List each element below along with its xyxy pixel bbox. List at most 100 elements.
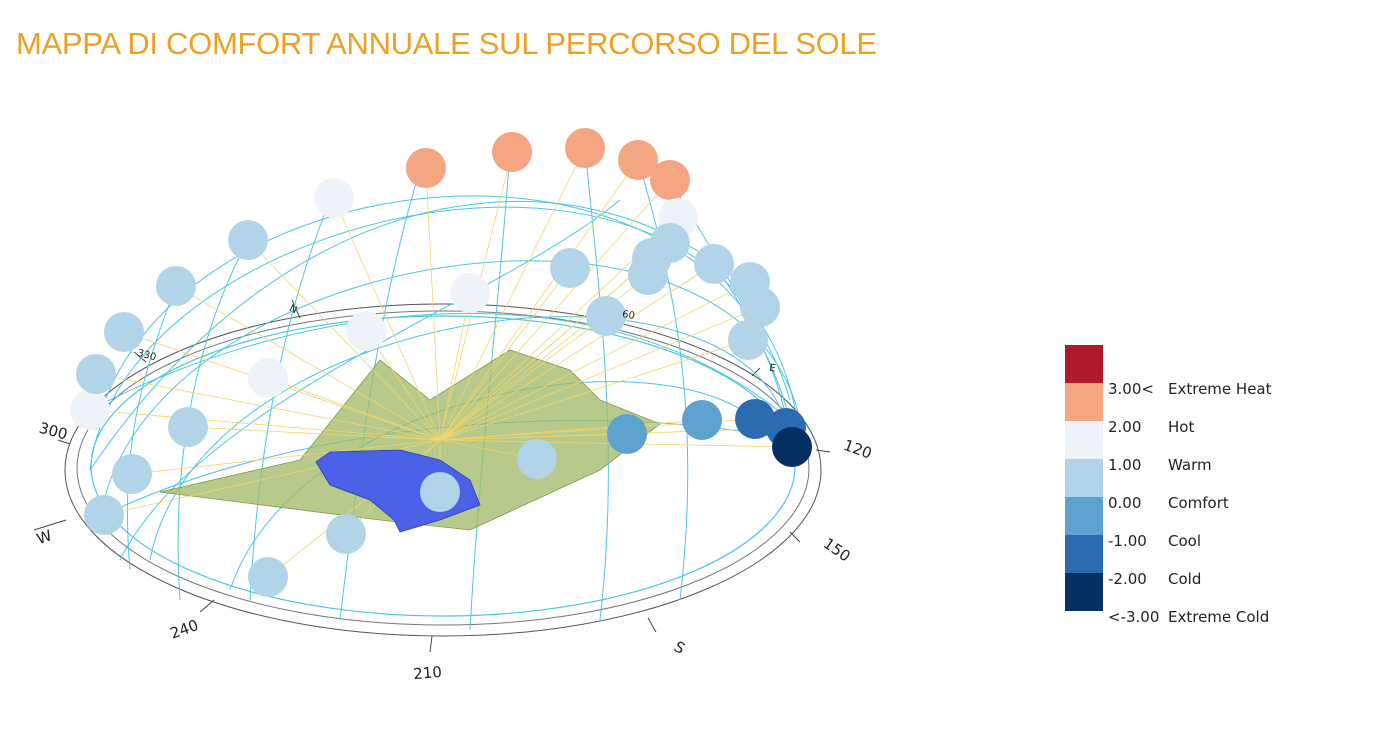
sun-ray bbox=[439, 267, 571, 441]
compass-tick bbox=[429, 635, 433, 653]
sun-sphere bbox=[156, 266, 196, 306]
sun-sphere bbox=[586, 296, 626, 336]
legend-tick: <-3.00 bbox=[1108, 608, 1159, 626]
sun-ray bbox=[187, 426, 441, 441]
sun-sphere bbox=[740, 287, 780, 327]
sun-ray bbox=[439, 419, 703, 441]
legend-swatch bbox=[1065, 535, 1103, 573]
legend-tick: -1.00 bbox=[1108, 532, 1147, 550]
sun-ray bbox=[439, 147, 586, 441]
sun-sphere bbox=[517, 439, 557, 479]
sun-sphere bbox=[450, 273, 490, 313]
sun-ray bbox=[439, 315, 607, 441]
sun-sphere bbox=[70, 390, 110, 430]
sun-ray bbox=[89, 409, 441, 441]
sun-sphere bbox=[406, 148, 446, 188]
sun-ray bbox=[131, 439, 441, 475]
sun-path-arc bbox=[149, 316, 791, 561]
legend-label: Warm bbox=[1168, 456, 1212, 474]
compass-label: N bbox=[287, 303, 298, 316]
sun-sphere bbox=[314, 178, 354, 218]
sun-sphere bbox=[104, 312, 144, 352]
sun-ray bbox=[439, 179, 671, 441]
legend-label: Extreme Cold bbox=[1168, 608, 1269, 626]
sun-ray bbox=[439, 306, 761, 441]
sun-ray bbox=[247, 239, 441, 441]
legend-swatch bbox=[1065, 573, 1103, 611]
sun-sphere bbox=[248, 557, 288, 597]
ground-ring bbox=[76, 310, 810, 626]
sun-sphere bbox=[728, 320, 768, 360]
sun-sphere bbox=[112, 454, 152, 494]
sun-sphere bbox=[76, 354, 116, 394]
legend-tick: 0.00 bbox=[1108, 494, 1141, 512]
ground-ring bbox=[64, 303, 822, 637]
sun-sphere bbox=[694, 244, 734, 284]
sun-path-arc bbox=[89, 312, 791, 421]
sun-ray bbox=[175, 285, 441, 441]
compass-tick bbox=[133, 351, 147, 363]
sun-path-arc bbox=[126, 285, 177, 571]
sun-sphere bbox=[492, 132, 532, 172]
sun-sphere bbox=[650, 223, 690, 263]
legend-swatch bbox=[1065, 421, 1103, 459]
legend-swatch bbox=[1065, 459, 1103, 497]
sun-path-arc bbox=[119, 199, 621, 561]
sun-ray bbox=[439, 263, 715, 441]
sun-sphere bbox=[228, 220, 268, 260]
sun-sphere bbox=[772, 427, 812, 467]
sun-ray bbox=[439, 281, 751, 441]
sun-path-arc bbox=[95, 195, 791, 431]
legend-tick: -2.00 bbox=[1108, 570, 1147, 588]
legend-label: Hot bbox=[1168, 418, 1194, 436]
sun-ray bbox=[439, 339, 749, 441]
compass-label: 210 bbox=[413, 663, 443, 683]
sun-sphere bbox=[346, 311, 386, 351]
sun-sphere bbox=[628, 255, 668, 295]
sun-sphere bbox=[735, 399, 775, 439]
sun-sphere bbox=[682, 400, 722, 440]
compass-label: W bbox=[34, 526, 54, 548]
sun-ray bbox=[267, 377, 441, 441]
sun-path-arc bbox=[637, 159, 689, 601]
legend-swatch bbox=[1065, 345, 1103, 383]
compass-tick bbox=[33, 519, 67, 531]
compass-tick bbox=[815, 449, 831, 453]
sun-ray bbox=[333, 197, 441, 441]
sun-path-arc bbox=[249, 199, 331, 601]
legend-tick: 3.00< bbox=[1108, 380, 1154, 398]
compass-tick bbox=[199, 599, 215, 613]
compass-label: 240 bbox=[168, 616, 201, 643]
sun-sphere bbox=[420, 472, 460, 512]
sun-ray bbox=[439, 292, 471, 441]
sun-path-arc bbox=[177, 239, 249, 601]
legend-label: Extreme Heat bbox=[1168, 380, 1272, 398]
compass-tick bbox=[57, 439, 71, 445]
sun-sphere bbox=[550, 248, 590, 288]
sun-sphere bbox=[607, 414, 647, 454]
legend-swatch bbox=[1065, 383, 1103, 421]
sun-ray bbox=[439, 159, 639, 441]
legend-tick: 1.00 bbox=[1108, 456, 1141, 474]
compass-tick bbox=[647, 617, 657, 633]
compass-label: 120 bbox=[841, 436, 874, 463]
terrain bbox=[159, 349, 661, 531]
compass-label: 330 bbox=[136, 348, 157, 364]
compass-tick bbox=[789, 531, 801, 543]
sun-sphere bbox=[565, 128, 605, 168]
title: MAPPA DI COMFORT ANNUALE SUL PERCORSO DE… bbox=[16, 26, 877, 61]
legend-label: Cold bbox=[1168, 570, 1201, 588]
legend-label: Comfort bbox=[1168, 494, 1229, 512]
compass-label: S bbox=[671, 637, 688, 657]
compass-label: 60 bbox=[621, 309, 635, 322]
sun-ray bbox=[425, 167, 441, 441]
legend-swatch bbox=[1065, 497, 1103, 535]
sun-path-arc bbox=[584, 147, 609, 621]
legend-tick: 2.00 bbox=[1108, 418, 1141, 436]
sun-sphere bbox=[326, 514, 366, 554]
sun-sphere bbox=[618, 140, 658, 180]
compass-label: E bbox=[768, 363, 776, 375]
sun-sphere bbox=[168, 407, 208, 447]
